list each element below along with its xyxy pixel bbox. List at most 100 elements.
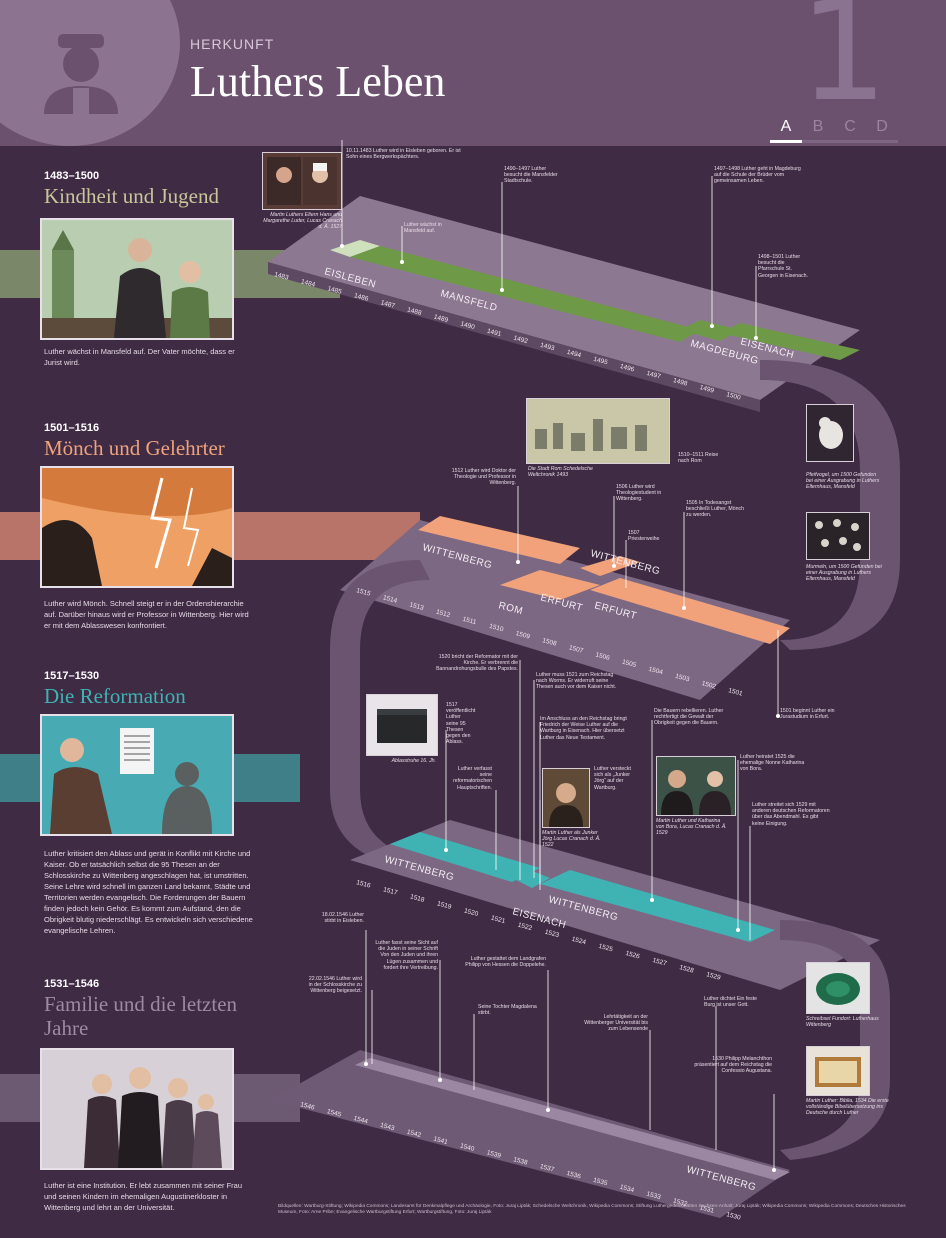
section-title: Mönch und Gelehrter [44,436,225,460]
event-pfeifvogel-caption: Pfeifvogel, um 1500 Gefunden bei einer A… [806,472,880,491]
bar-erfurt-b [590,578,790,644]
year-tick-label: 1542 [406,1129,422,1140]
event-biblia-caption: Martin Luther: Biblia, 1534 Die erste vo… [806,1098,889,1117]
event-confessio: 1530 Philipp Melanchthon präsentiert auf… [694,1056,772,1075]
event-eltern-caption: Martin Luthers Eltern Hans und Margareth… [263,212,342,231]
event-doktor: 1512 Luther wird Doktor der Theologie un… [451,468,516,487]
event-heirat: Luther heiratet 1525 die ehemalige Nonne… [740,754,805,773]
year-tick-label: 1521 [490,915,506,926]
year-tick-label: 1527 [652,957,668,968]
year-tick-label: 1485 [327,285,343,296]
event-bora-caption: Martin Luther und Katharina von Bora, Lu… [656,818,727,837]
event-bauern: Die Bauern rebellieren. Luther rechtfert… [654,708,724,727]
year-tick-label: 1488 [406,306,422,317]
tab-a[interactable]: A [770,118,802,143]
tab-c[interactable]: C [834,118,866,143]
section-years: 1517–1530 [44,670,100,682]
page-tabs: A B C D [770,118,898,143]
event-rom-caption: Die Stadt Rom Schedelsche Weltchronik 14… [528,466,593,479]
event-beisetzung: 22.02.1546 Luther wird in der Schlosskir… [308,976,362,995]
tab-b[interactable]: B [802,118,834,143]
year-tick-label: 1495 [593,356,609,367]
portrait-parents [262,152,342,210]
tab-d[interactable]: D [866,118,898,143]
event-rom-reise: 1510–1511 Reise nach Rom [678,452,719,465]
year-tick-label: 1511 [462,616,478,626]
section-moench-text-wrap: Luther wird Mönch. Schnell steigt er in … [44,598,254,631]
section-years: 1483–1500 [44,170,100,182]
bar-eisenach-b [512,870,550,888]
section-years: 1501–1516 [44,422,100,434]
year-tick-label: 1502 [701,680,717,691]
year-tick-label: 1493 [539,342,555,353]
year-tick-label: 1510 [488,623,504,634]
year-tick-label: 1505 [621,659,637,670]
header-kicker: HERKUNFT [190,36,275,52]
event-junker-caption: Martin Luther als Junker Jörg Lucas Cran… [542,830,601,849]
year-tick-label: 1504 [648,666,664,677]
bar-magdeburg [680,320,740,341]
shelf-4 [270,1050,790,1218]
year-tick-label: 1516 [355,879,371,890]
curve-right-1 [760,360,900,650]
year-tick-label: 1539 [486,1149,502,1160]
year-tick-label: 1490 [460,321,476,332]
section-familie: 1531–1546 Familie und die letzten Jahre [44,978,254,1040]
year-tick-label: 1492 [513,335,529,346]
year-tick-label: 1520 [463,907,479,918]
year-tick-label: 1541 [433,1136,449,1147]
event-priesterweihe: 1507 Priesterweihe [628,530,660,543]
bar-eisenach [720,323,860,360]
year-tick-label: 1535 [592,1177,608,1188]
year-tick-label: 1540 [459,1142,475,1153]
leader-dots [340,244,780,1172]
event-thesen: 1517 veröffentlicht Luther seine 95 Thes… [446,702,476,746]
event-lehrtaetigkeit: Lehrtätigkeit an der Wittenberger Univer… [584,1014,648,1033]
year-tick-label: 1536 [566,1170,582,1181]
section-years: 1531–1546 [44,978,100,990]
year-tick-label: 1486 [353,292,369,303]
event-geburt: 10.11.1483 Luther wird in Eisleben gebor… [346,148,461,161]
year-tick-label: 1517 [382,886,398,897]
year-tick-label: 1524 [571,936,587,947]
shelf-1-front [268,262,760,412]
header: HERKUNFT Luthers Leben 1 A B C D [0,0,946,146]
year-tick-label: 1529 [705,971,721,982]
event-stadtschule: 1490–1497 Luther besucht die Mansfelder … [504,166,558,185]
years-row-1: 1483 1484 1485 1486 1487 1488 1489 1490 1491 1492… [273,271,741,402]
event-juden: Luther fasst seine Sicht auf die Juden i… [375,940,438,971]
year-tick-label: 1496 [619,363,635,374]
year-tick-label: 1513 [409,601,425,612]
year-tick-label: 1512 [435,609,451,620]
year-tick-label: 1498 [672,377,688,388]
bar-eisleben [330,240,380,257]
event-junker-joerg: Luther versteckt sich als „Junker Jörg“ … [594,766,631,791]
section-text: Luther wächst in Mansfeld auf. Der Vater… [44,347,235,367]
event-schreibset-caption: Schreibset Fundort: Lutherhaus Wittenber… [806,1016,879,1029]
year-tick-label: 1484 [300,278,316,289]
event-worms: Luther muss 1521 zum Reichstag nach Worm… [536,672,617,691]
year-tick-label: 1497 [646,370,662,381]
event-magdalena: Seine Tochter Magdalena stirbt. [478,1004,537,1017]
section-text: Luther ist eine Institution. Er lebt zus… [44,1181,243,1212]
year-tick-label: 1528 [679,964,695,975]
event-bann: 1520 bricht der Reformator mit der Kirch… [436,654,518,673]
section-text: Luther kritisiert den Ablass und gerät i… [44,849,253,935]
year-tick-label: 1526 [625,950,641,961]
event-murmeln-caption: Murmeln, um 1500 Gefunden bei einer Ausg… [806,564,882,583]
event-magdeburg: 1497–1498 Luther geht in Magdeburg auf d… [714,166,801,185]
year-tick-label: 1543 [379,1122,395,1133]
year-tick-label: 1487 [380,299,396,310]
section-familie-text-wrap: Luther ist eine Institution. Er lebt zus… [44,1180,254,1213]
year-tick-label: 1532 [672,1197,688,1208]
years-row-2: 1515 1514 1513 1512 1511 1510 1509 1508 1507 1506… [355,587,743,698]
year-tick-label: 1537 [539,1163,555,1174]
year-tick-label: 1499 [699,384,715,395]
page-title: Luthers Leben [190,57,446,106]
curve-left-2 [330,560,430,870]
section-title: Familie und die letzten Jahre [44,992,238,1040]
bar-wittenberg-d [540,870,775,942]
event-wartburg: Im Anschluss an den Reichstag bringt Fri… [540,716,627,741]
year-tick-label: 1500 [725,391,741,402]
